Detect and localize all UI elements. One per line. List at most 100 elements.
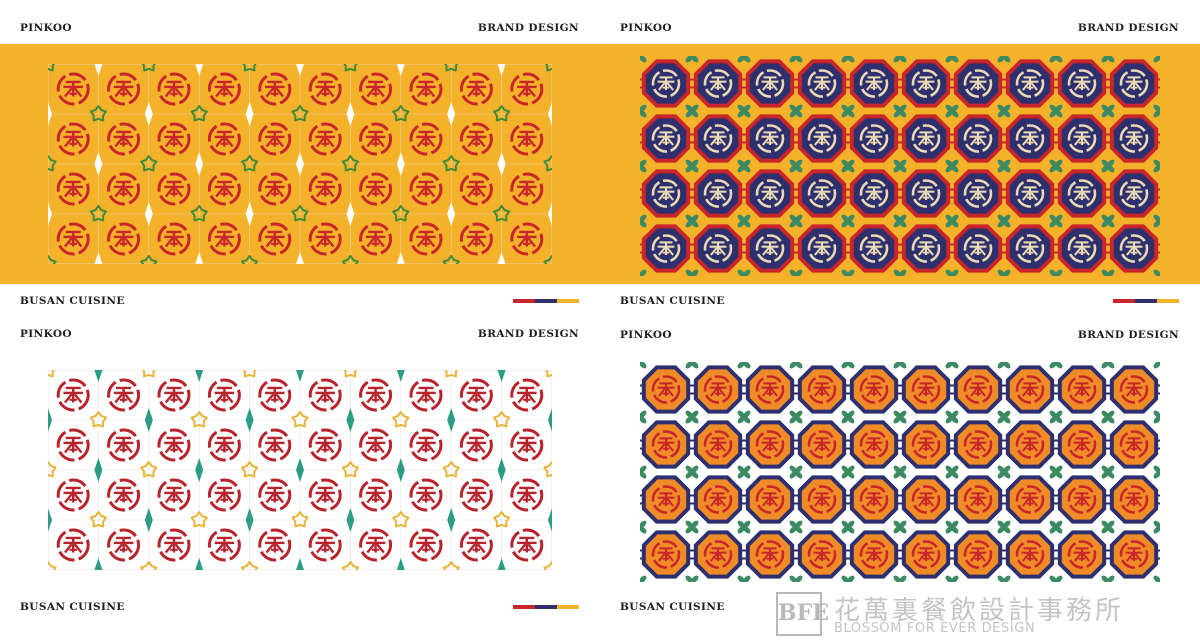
tea-emblem-icon xyxy=(56,72,90,106)
diamond-icon xyxy=(195,458,204,482)
flower-icon xyxy=(140,155,158,172)
clover-icon xyxy=(685,269,699,276)
diamond-icon xyxy=(144,508,153,532)
tea-emblem-icon xyxy=(911,69,941,98)
flower-icon xyxy=(89,205,108,222)
flower-icon xyxy=(89,511,108,528)
tea-emblem-icon xyxy=(651,69,681,98)
clover-icon xyxy=(1101,56,1115,63)
clover-icon xyxy=(945,362,959,369)
diamond-icon xyxy=(548,202,552,226)
tea-emblem-icon xyxy=(56,528,90,562)
tea-emblem-icon xyxy=(308,122,342,156)
tea-emblem-icon xyxy=(703,375,733,404)
tea-emblem-icon xyxy=(510,172,544,206)
tea-emblem-icon xyxy=(207,378,241,412)
tea-emblem-icon xyxy=(56,122,90,156)
tea-emblem-icon xyxy=(107,378,141,412)
tea-emblem-icon xyxy=(963,69,993,98)
tea-emblem-icon xyxy=(56,378,90,412)
tea-emblem-icon xyxy=(703,179,733,208)
tea-emblem-icon xyxy=(510,478,544,512)
tea-emblem-icon xyxy=(651,179,681,208)
flower-icon xyxy=(190,205,208,222)
tea-emblem-icon xyxy=(651,540,681,569)
tea-emblem-icon xyxy=(703,124,733,153)
tea-emblem-icon xyxy=(807,430,837,459)
clover-icon xyxy=(737,56,751,63)
tea-emblem-icon xyxy=(207,72,241,106)
brand-name: PINKOO xyxy=(620,22,672,34)
tea-emblem-icon xyxy=(107,428,141,462)
clover-icon xyxy=(893,269,907,276)
tea-emblem-icon xyxy=(755,430,785,459)
diamond-icon xyxy=(447,508,456,532)
flower-icon xyxy=(492,205,511,222)
flower-icon xyxy=(291,205,309,222)
clover-icon xyxy=(789,104,803,118)
diamond-icon xyxy=(48,202,52,226)
flower-icon xyxy=(190,105,208,122)
clover-icon xyxy=(841,410,855,424)
footer-label: BUSAN CUISINE xyxy=(620,295,725,307)
diamond-icon xyxy=(548,102,552,126)
panel-bottom-left: PINKOO BRAND DESIGN BUSAN CUISINE xyxy=(0,320,600,640)
tea-emblem-icon xyxy=(1119,540,1149,569)
flower-icon xyxy=(240,461,259,478)
diamond-icon xyxy=(548,408,552,432)
tea-emblem-icon xyxy=(157,428,191,462)
tea-emblem-icon xyxy=(409,428,443,462)
clover-icon xyxy=(841,362,855,369)
clover-icon xyxy=(997,269,1011,276)
tea-emblem-icon xyxy=(1015,234,1045,263)
panel-top-right: PINKOO BRAND DESIGN BUSAN CUISINE xyxy=(600,0,1200,320)
clover-icon xyxy=(1101,269,1115,276)
diamond-icon xyxy=(346,102,355,126)
tea-emblem-icon xyxy=(963,124,993,153)
flower-icon xyxy=(190,511,208,528)
tea-emblem-icon xyxy=(1067,124,1097,153)
tea-emblem-icon xyxy=(963,234,993,263)
tea-emblem-icon xyxy=(459,378,493,412)
tea-emblem-icon xyxy=(911,179,941,208)
accent-bar xyxy=(513,605,579,609)
tea-emblem-icon xyxy=(911,540,941,569)
diamond-icon xyxy=(447,408,456,432)
tea-emblem-icon xyxy=(258,378,292,412)
diamond-icon xyxy=(144,102,153,126)
diamond-icon xyxy=(245,102,254,126)
clover-icon xyxy=(789,520,803,534)
watermark-chinese-name: 花萬裏餐飲設計事務所 xyxy=(834,596,1125,626)
pattern-artwork xyxy=(640,56,1160,276)
tea-emblem-icon xyxy=(807,179,837,208)
clover-icon xyxy=(1153,269,1160,276)
clover-icon xyxy=(1049,575,1063,582)
clover-icon xyxy=(997,214,1011,228)
clover-icon xyxy=(997,410,1011,424)
flower-icon xyxy=(140,561,158,570)
clover-icon xyxy=(685,214,699,228)
tea-emblem-icon xyxy=(807,124,837,153)
tea-emblem-icon xyxy=(207,222,241,256)
tea-emblem-icon xyxy=(1015,179,1045,208)
tea-emblem-icon xyxy=(258,172,292,206)
clover-icon xyxy=(1101,575,1115,582)
clover-icon xyxy=(640,465,647,479)
clover-icon xyxy=(789,214,803,228)
tea-emblem-icon xyxy=(755,234,785,263)
accent-bar xyxy=(513,299,579,303)
tea-emblem-icon xyxy=(1067,69,1097,98)
diamond-icon xyxy=(94,252,103,264)
brand-design-label: BRAND DESIGN xyxy=(477,22,579,34)
panel-top-left: PINKOO BRAND DESIGN BUSAN CUISINE xyxy=(0,0,600,320)
tea-emblem-icon xyxy=(859,179,889,208)
tea-emblem-icon xyxy=(510,222,544,256)
clover-icon xyxy=(640,214,647,228)
tea-emblem-icon xyxy=(359,122,393,156)
flower-icon xyxy=(291,411,309,428)
tea-emblem-icon xyxy=(807,485,837,514)
clover-icon xyxy=(1153,56,1160,63)
flower-icon xyxy=(392,411,410,428)
clover-icon xyxy=(945,520,959,534)
tea-emblem-icon xyxy=(807,540,837,569)
